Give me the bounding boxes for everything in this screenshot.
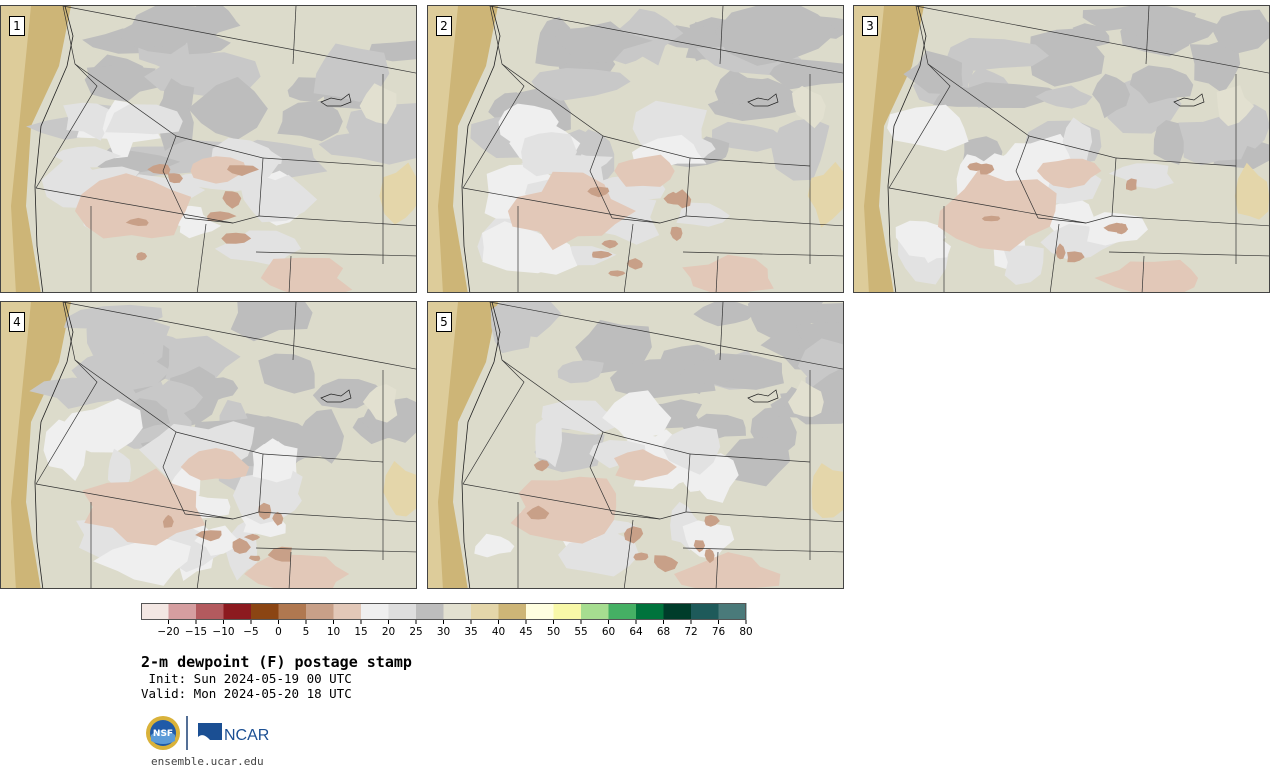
colorbar-swatch <box>168 603 197 620</box>
site-url: ensemble.ucar.edu <box>151 755 264 768</box>
panel-number: 5 <box>436 312 452 332</box>
colorbar-tick-label: 30 <box>436 626 451 638</box>
colorbar-tick-label: 10 <box>326 626 341 638</box>
colorbar-swatch <box>388 603 417 620</box>
colorbar-tick-label: 40 <box>491 626 506 638</box>
colorbar-tick-label: 35 <box>464 626 478 638</box>
nsf-ncar-logo: NSF NCAR <box>146 716 269 750</box>
colorbar-tick-label: 60 <box>601 626 616 638</box>
colorbar-tick-label: −20 <box>157 626 180 638</box>
panel-number: 3 <box>862 16 878 36</box>
colorbar-tick-label: −15 <box>184 626 208 638</box>
colorbar <box>141 603 747 624</box>
colorbar-swatch <box>581 603 609 620</box>
colorbar-tick-label: −10 <box>212 626 235 638</box>
colorbar-tick-label: 68 <box>656 626 671 638</box>
map-1 <box>1 6 416 292</box>
colorbar-swatch <box>691 603 719 620</box>
map-panel-5: 5 <box>427 301 844 589</box>
map-panel-1: 1 <box>0 5 417 293</box>
map-4 <box>1 302 416 588</box>
colorbar-swatch <box>416 603 444 620</box>
colorbar-swatch <box>718 603 747 620</box>
colorbar-tick-label: −5 <box>243 626 259 638</box>
svg-text:NSF: NSF <box>153 729 173 739</box>
map-5 <box>428 302 843 588</box>
colorbar-tick-label: 76 <box>711 626 726 638</box>
plot-title: 2-m dewpoint (F) postage stamp <box>141 653 412 671</box>
colorbar-swatch <box>306 603 334 620</box>
panel-number: 4 <box>9 312 25 332</box>
panel-number: 1 <box>9 16 25 36</box>
colorbar-swatch <box>526 603 554 620</box>
colorbar-tick-label: 20 <box>381 626 396 638</box>
init-time: Init: Sun 2024-05-19 00 UTC <box>141 671 352 686</box>
colorbar-swatch <box>663 603 692 620</box>
valid-time: Valid: Mon 2024-05-20 18 UTC <box>141 686 352 701</box>
colorbar-swatch <box>251 603 279 620</box>
colorbar-swatch <box>196 603 224 620</box>
colorbar-tick-label: 15 <box>354 626 368 638</box>
colorbar-tick-label: 55 <box>574 626 588 638</box>
colorbar-tick-label: 80 <box>739 626 753 638</box>
nsf-logo: NSF <box>146 716 180 750</box>
svg-text:NCAR: NCAR <box>224 727 269 744</box>
colorbar-tick-label: 72 <box>684 626 698 638</box>
colorbar-swatch <box>608 603 637 620</box>
colorbar-tick-label: 50 <box>546 626 561 638</box>
ncar-logo: NCAR <box>198 723 269 744</box>
colorbar-tick-label: 0 <box>275 626 282 638</box>
colorbar-swatch <box>498 603 527 620</box>
map-2 <box>428 6 843 292</box>
colorbar-swatch <box>553 603 582 620</box>
colorbar-swatch <box>443 603 472 620</box>
map-3 <box>854 6 1269 292</box>
panel-number: 2 <box>436 16 452 36</box>
colorbar-swatch <box>141 603 169 620</box>
colorbar-swatch <box>636 603 664 620</box>
colorbar-tick-label: 5 <box>302 626 310 638</box>
map-panel-3: 3 <box>853 5 1270 293</box>
map-panel-2: 2 <box>427 5 844 293</box>
colorbar-swatch <box>361 603 389 620</box>
colorbar-swatch <box>278 603 307 620</box>
colorbar-swatch <box>223 603 252 620</box>
map-panel-4: 4 <box>0 301 417 589</box>
colorbar-tick-label: 25 <box>409 626 423 638</box>
colorbar-tick-label: 45 <box>519 626 533 638</box>
colorbar-swatch <box>471 603 499 620</box>
colorbar-swatch <box>333 603 362 620</box>
colorbar-tick-label: 64 <box>629 626 643 638</box>
